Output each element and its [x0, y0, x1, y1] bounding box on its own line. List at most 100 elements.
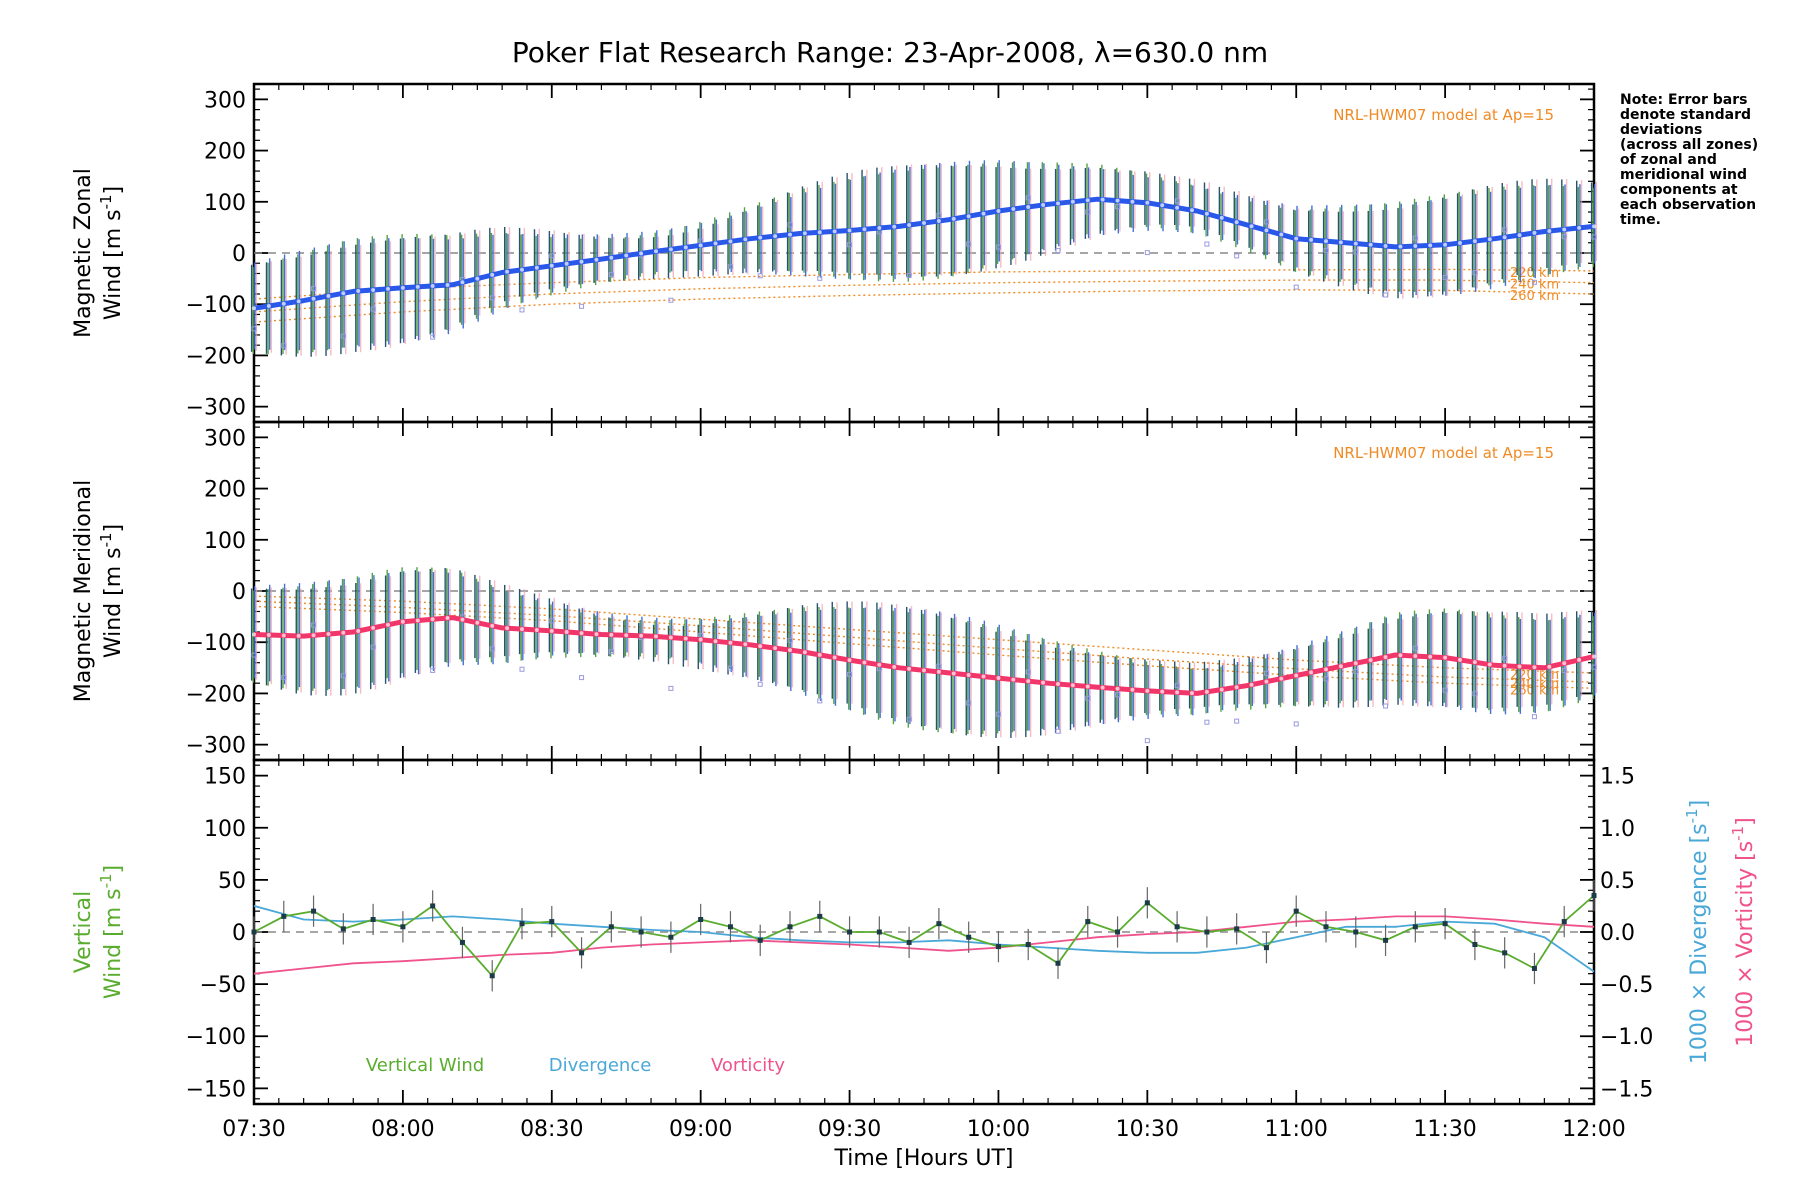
zone-point [1323, 248, 1329, 254]
wind-point [981, 674, 986, 679]
vertical-wind-point [1263, 945, 1269, 951]
wind-point [520, 267, 524, 272]
model-curve [253, 600, 1595, 683]
y-tick-label: 50 [218, 869, 246, 894]
zone-point [1383, 703, 1389, 709]
zone-point [549, 253, 555, 259]
wind-point [1279, 232, 1284, 237]
vertical-wind-point [519, 921, 525, 927]
wind-point [534, 265, 539, 270]
wind-point [1011, 207, 1016, 212]
zone-point [1442, 687, 1448, 693]
wind-point [1279, 676, 1284, 681]
zone-point [1085, 209, 1091, 215]
wind-point [683, 245, 688, 250]
zone-point [1204, 241, 1210, 247]
zone-point [1115, 692, 1121, 698]
wind-point [326, 632, 331, 637]
wind-point [549, 263, 554, 268]
zone-point [519, 666, 525, 672]
model-curve [253, 595, 1595, 674]
wind-point [1234, 685, 1239, 690]
wind-point [788, 232, 792, 237]
y2-tick-label: −1.5 [1600, 1077, 1653, 1102]
wind-point [1130, 687, 1135, 692]
legend-item: Divergence [549, 1055, 652, 1076]
vertical-wind-point [668, 934, 674, 940]
wind-point [1130, 199, 1135, 204]
wind-point [847, 658, 852, 663]
wind-point [832, 655, 837, 660]
model-label: NRL-HWM07 model at Ap=15 [1333, 106, 1554, 124]
zone-point [1174, 682, 1180, 688]
wind-point [773, 646, 778, 651]
zone-point [1353, 249, 1359, 255]
wind-point [460, 280, 465, 285]
wind-point [311, 296, 316, 301]
wind-point [1517, 233, 1522, 238]
vertical-wind-point [1412, 924, 1418, 930]
wind-point [1368, 658, 1373, 663]
wind-point [728, 239, 733, 244]
wind-point [609, 632, 614, 637]
y-axis-label-units: Wind [m s-1] [97, 524, 126, 658]
zone-point [608, 649, 614, 655]
wind-point [922, 668, 926, 673]
vertical-wind-point [876, 929, 882, 935]
vertical-wind-point [787, 924, 793, 930]
wind-point [698, 243, 703, 248]
y-tick-label: 100 [204, 529, 246, 554]
vertical-wind-point [1144, 900, 1150, 906]
x-tick-label: 08:00 [371, 1117, 434, 1142]
y2-tick-label: 0.0 [1600, 921, 1635, 946]
zone-point [1472, 691, 1478, 697]
wind-point [1324, 667, 1328, 672]
y-tick-label: −150 [186, 1077, 246, 1102]
zone-point [1174, 198, 1180, 204]
wind-point [1338, 664, 1343, 669]
wind-point [341, 291, 346, 296]
note-line: components at [1620, 182, 1738, 198]
y2-tick-label: −0.5 [1600, 973, 1653, 998]
y2-axis-label: 1000 × Vorticity [s-1] [1729, 817, 1758, 1046]
wind-point [505, 269, 510, 274]
wind-point [698, 637, 703, 642]
wind-point [713, 241, 718, 246]
zone-point [995, 244, 1001, 250]
model-curve [253, 289, 1595, 323]
vertical-wind-point [638, 929, 644, 935]
vertical-wind-point [1055, 960, 1061, 966]
wind-point [1219, 215, 1224, 220]
wind-point [1115, 686, 1120, 691]
wind-point [460, 617, 465, 622]
zone-point [340, 333, 346, 339]
wind-point [594, 257, 599, 262]
vertical-wind-point [847, 929, 853, 935]
y-axis-label: Magnetic Zonal [71, 168, 96, 338]
wind-point [802, 650, 807, 655]
wind-point [1487, 237, 1492, 242]
wind-point [1458, 240, 1462, 245]
x-tick-label: 11:00 [1265, 1117, 1328, 1142]
zone-point [430, 334, 436, 340]
vertical-wind-point [757, 937, 763, 943]
wind-point [1100, 685, 1105, 690]
zone-point [430, 667, 436, 673]
zone-point [1531, 279, 1537, 285]
zone-point [1204, 719, 1210, 725]
vertical-wind-point [400, 924, 406, 930]
zone-point [549, 618, 555, 624]
vertical-wind-point [995, 944, 1001, 950]
wind-point [1398, 653, 1403, 658]
wind-point [1562, 227, 1567, 232]
zone-point [1234, 253, 1240, 259]
wind-point [1115, 198, 1120, 203]
y-tick-label: −100 [186, 631, 246, 656]
vertical-wind-line [253, 894, 1595, 978]
wind-point [579, 631, 584, 636]
zone-point [489, 295, 495, 301]
wind-point [1026, 679, 1031, 684]
wind-point [1085, 198, 1090, 203]
wind-point [817, 230, 822, 235]
